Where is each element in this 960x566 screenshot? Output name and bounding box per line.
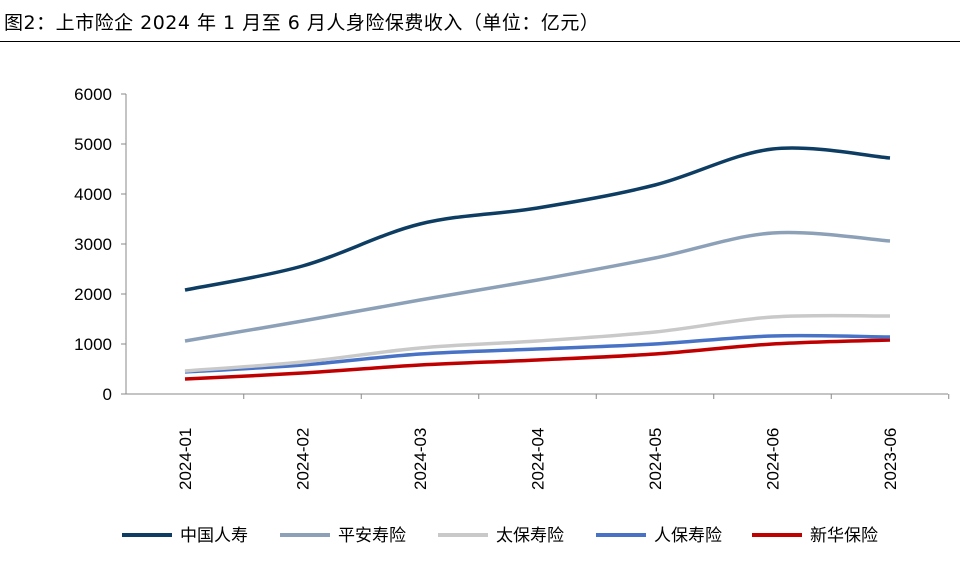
x-tick-label: 2024-06 [764, 428, 783, 490]
x-tick-label: 2024-01 [176, 428, 195, 490]
legend-item: 新华保险 [752, 526, 878, 546]
series-line-太保寿险 [184, 313, 891, 373]
y-tick-label: 0 [103, 385, 112, 404]
legend-item: 太保寿险 [438, 526, 564, 546]
series-line-人保寿险 [184, 333, 891, 374]
x-tick-label: 2023-06 [881, 428, 900, 490]
series-line-新华保险 [184, 338, 891, 381]
y-tick-label: 2000 [74, 285, 112, 304]
x-tick-label: 2024-04 [529, 428, 548, 490]
legend-item: 中国人寿 [122, 526, 248, 546]
legend-item: 人保寿险 [596, 526, 722, 546]
legend-label: 中国人寿 [180, 526, 248, 546]
y-tick-label: 4000 [74, 185, 112, 204]
legend-item: 平安寿险 [280, 526, 406, 546]
y-tick-label: 5000 [74, 135, 112, 154]
y-tick-label: 3000 [74, 235, 112, 254]
legend-label: 新华保险 [810, 526, 878, 546]
series-line-中国人寿 [184, 146, 891, 292]
series-line-平安寿险 [184, 230, 891, 343]
y-tick-label: 6000 [74, 85, 112, 104]
y-tick-label: 1000 [74, 335, 112, 354]
legend-label: 太保寿险 [496, 526, 564, 546]
legend-label: 平安寿险 [338, 526, 406, 546]
x-tick-label: 2024-02 [294, 428, 313, 490]
x-tick-label: 2024-05 [646, 428, 665, 490]
chart-title: 图2：上市险企 2024 年 1 月至 6 月人身险保费收入（单位：亿元） [4, 12, 600, 34]
x-tick-label: 2024-03 [411, 428, 430, 490]
legend-label: 人保寿险 [654, 526, 722, 546]
title-divider [0, 41, 960, 42]
